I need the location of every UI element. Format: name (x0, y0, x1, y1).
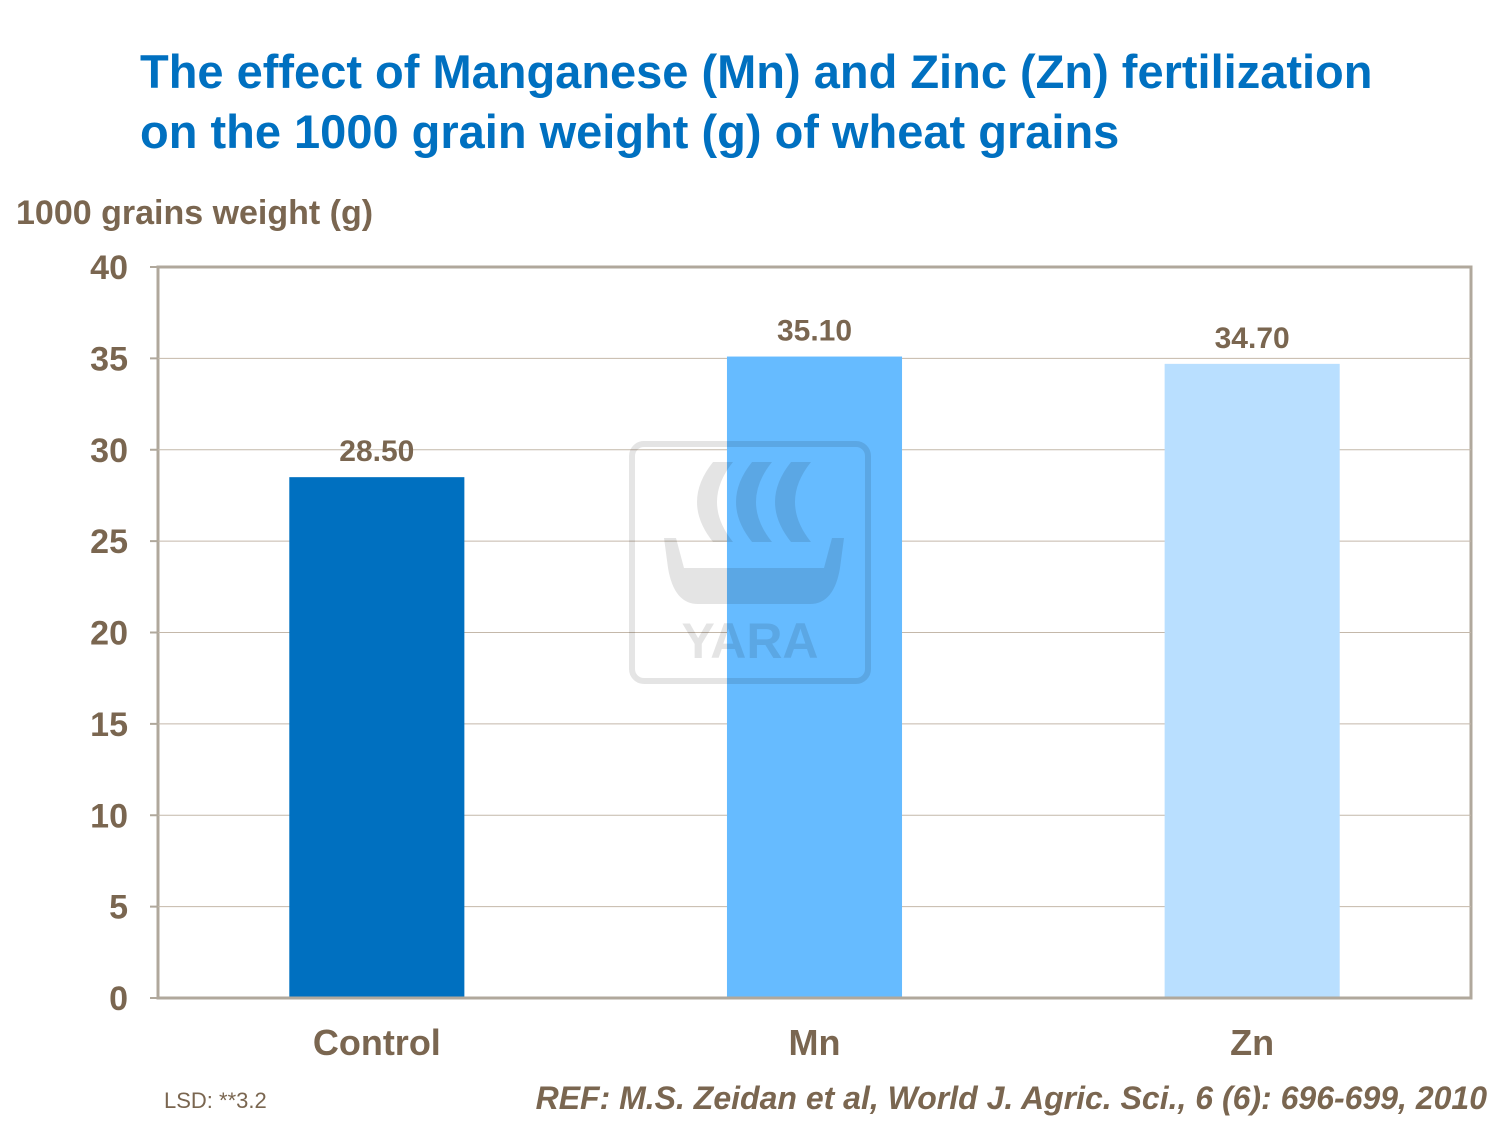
watermark-sail (736, 462, 772, 542)
y-tick-label: 0 (109, 980, 128, 1018)
chart-title: The effect of Manganese (Mn) and Zinc (Z… (140, 42, 1372, 162)
bar-zn (1164, 363, 1340, 998)
watermark-ship (664, 538, 844, 604)
title-line-2: on the 1000 grain weight (g) of wheat gr… (140, 105, 1120, 158)
reference-note: REF: M.S. Zeidan et al, World J. Agric. … (535, 1080, 1487, 1116)
bar-control (289, 477, 465, 999)
y-tick-label: 35 (90, 340, 128, 378)
watermark-frame (629, 441, 871, 684)
x-tick-label: Control (313, 1022, 441, 1063)
y-axis-label: 1000 grains weight (g) (16, 194, 374, 232)
watermark-sail (775, 462, 811, 542)
data-label: 35.10 (777, 315, 852, 348)
bar-mn (726, 356, 903, 998)
yara-watermark-logo: YARA (629, 441, 871, 684)
data-label: 34.70 (1215, 322, 1290, 355)
y-tick-label: 20 (90, 615, 128, 653)
y-tick-label: 25 (90, 523, 128, 561)
watermark-text: YARA (681, 613, 818, 669)
watermark-sail (697, 462, 733, 542)
lsd-note: LSD: **3.2 (164, 1088, 267, 1113)
y-tick-label: 10 (90, 797, 128, 835)
x-tick-label: Zn (1230, 1022, 1274, 1063)
title-line-1: The effect of Manganese (Mn) and Zinc (Z… (140, 45, 1373, 98)
data-label: 28.50 (339, 435, 414, 468)
y-tick-label: 30 (90, 432, 128, 470)
y-tick-label: 40 (90, 249, 128, 287)
x-tick-label: Mn (789, 1022, 841, 1063)
y-tick-label: 15 (90, 706, 128, 744)
y-tick-label: 5 (109, 889, 128, 927)
